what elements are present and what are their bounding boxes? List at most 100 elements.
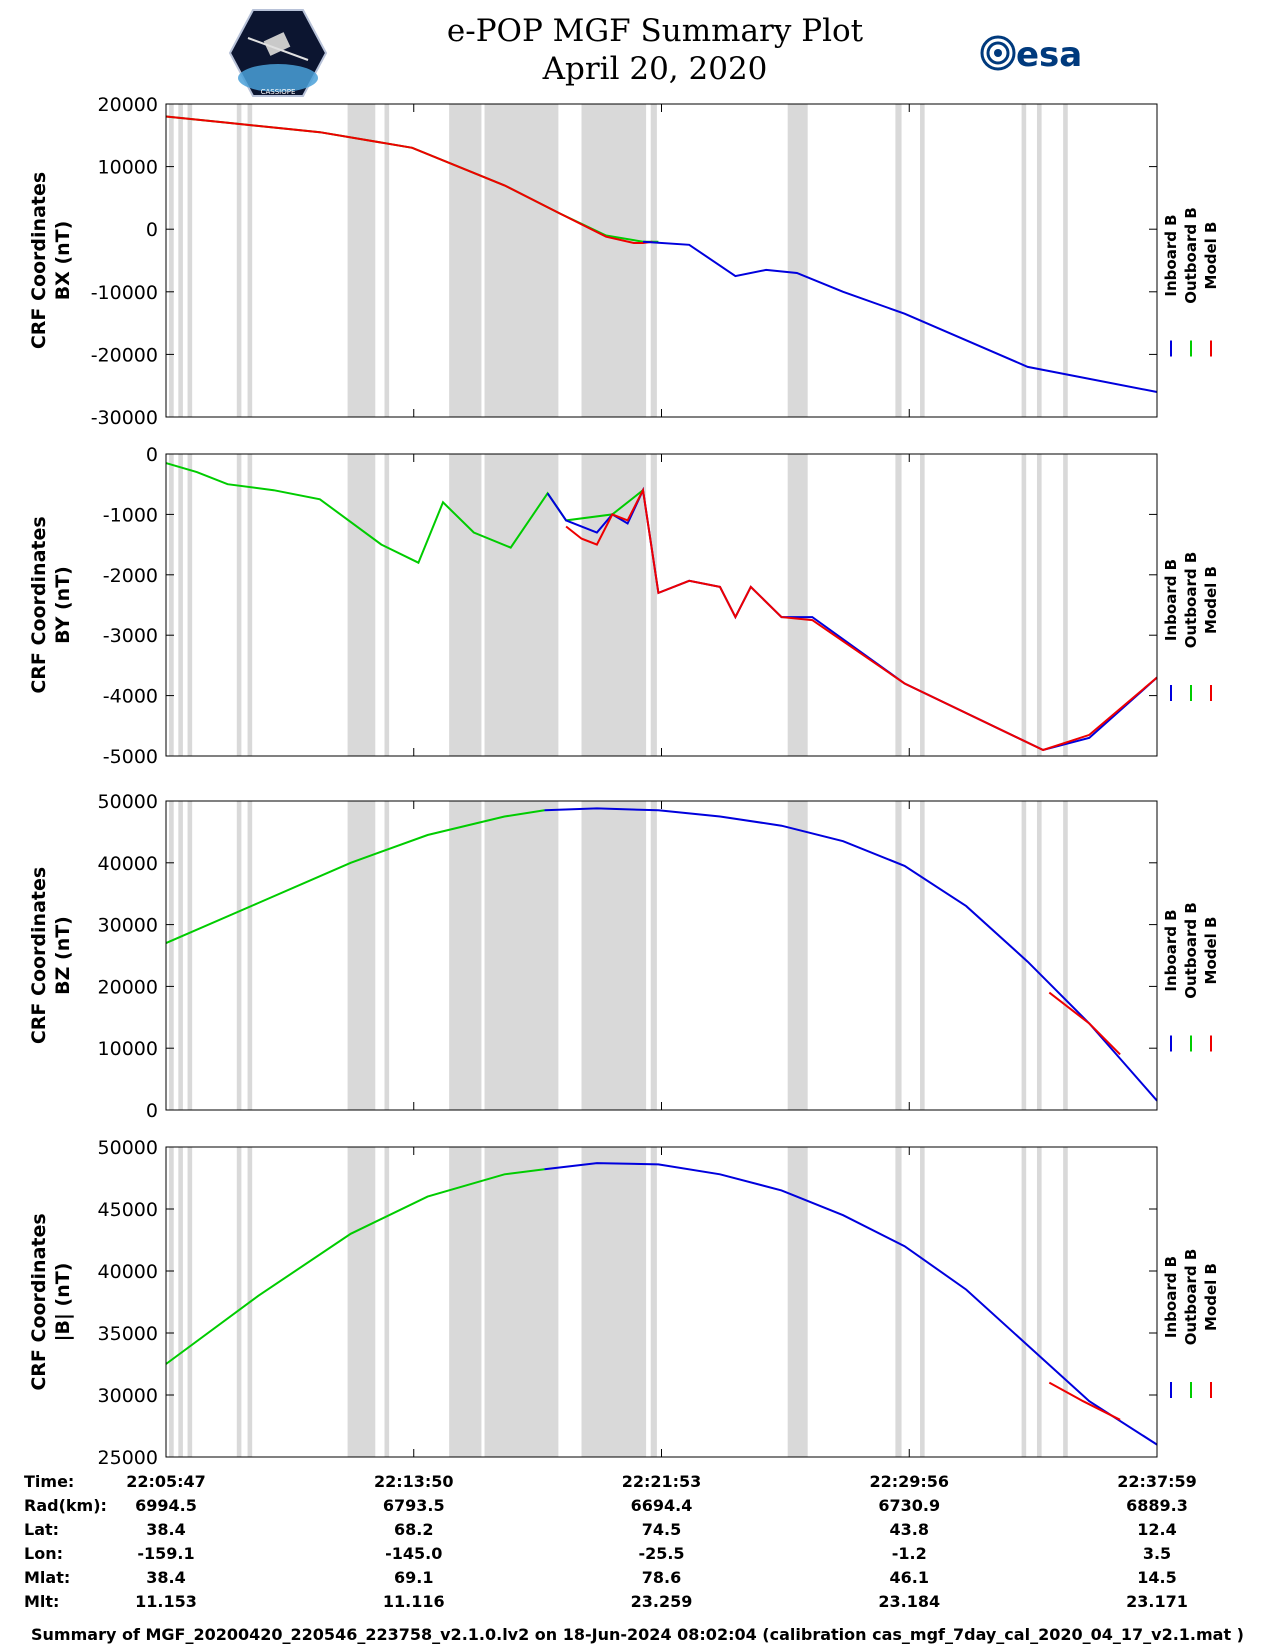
ephemeris-value: 3.5 xyxy=(1143,1544,1171,1563)
shaded-region xyxy=(187,454,193,756)
y-tick-label: 0 xyxy=(146,219,158,241)
legend-label: Inboard B xyxy=(1162,909,1180,991)
ephemeris-value: 22:13:50 xyxy=(374,1472,454,1491)
shaded-region xyxy=(650,104,657,417)
y-tick-label: 0 xyxy=(146,1100,158,1122)
esa-logo-icon: esa xyxy=(980,35,1082,75)
y-tick-label: -30000 xyxy=(91,407,158,429)
plot-frame xyxy=(165,453,1158,757)
plot-title: e-POP MGF Summary Plot April 20, 2020 xyxy=(380,12,930,88)
y-tick-label: -2000 xyxy=(103,565,158,587)
shaded-region xyxy=(449,104,482,417)
shaded-region xyxy=(787,454,808,756)
ephemeris-value: 6793.5 xyxy=(383,1496,445,1515)
shaded-region xyxy=(581,801,647,1110)
y-axis-title: CRF Coordinates xyxy=(28,867,50,1044)
ephemeris-label: Rad(km): xyxy=(24,1496,107,1515)
plot-frame xyxy=(165,1146,1158,1458)
ephemeris-value: 11.116 xyxy=(383,1592,445,1611)
shaded-region xyxy=(920,801,925,1110)
ephemeris-label: Mlt: xyxy=(24,1592,59,1611)
shaded-region xyxy=(650,1147,657,1457)
y-tick-label: 10000 xyxy=(98,1038,158,1060)
shaded-region xyxy=(247,454,253,756)
shaded-region xyxy=(178,1147,183,1457)
series-line-model-b xyxy=(1048,1381,1121,1421)
shaded-region xyxy=(1036,454,1042,756)
y-tick-label: -4000 xyxy=(103,686,158,708)
shaded-region xyxy=(895,1147,902,1457)
shaded-region xyxy=(787,801,808,1110)
panel-4: 50000 45000 40000 35000 30000 25000 CRF Coordi… xyxy=(28,1137,1220,1469)
shaded-region xyxy=(1021,1147,1027,1457)
legend-label: Inboard B xyxy=(1162,559,1180,641)
shaded-region xyxy=(787,1147,808,1457)
ephemeris-label: Lat: xyxy=(24,1520,59,1539)
series-line-outboard-b xyxy=(165,809,545,945)
ephemeris-value: 23.184 xyxy=(878,1592,940,1611)
series-line-outboard-b xyxy=(165,1168,545,1365)
shaded-region xyxy=(187,104,193,417)
shaded-region xyxy=(581,104,647,417)
shaded-region xyxy=(1021,104,1027,417)
y-tick-label: 20000 xyxy=(98,976,158,998)
ephemeris-value: 22:37:59 xyxy=(1117,1472,1197,1491)
shaded-region xyxy=(581,1147,647,1457)
ephemeris-value: 38.4 xyxy=(146,1520,185,1539)
shaded-region xyxy=(384,454,390,756)
shaded-region xyxy=(347,454,376,756)
ephemeris-value: 6694.4 xyxy=(631,1496,693,1515)
ephemeris-value: 11.153 xyxy=(135,1592,197,1611)
y-tick-label: -10000 xyxy=(91,282,158,304)
legend-label: Inboard B xyxy=(1162,214,1180,296)
y-tick-label: 20000 xyxy=(98,94,158,116)
series-line-inboard-b xyxy=(544,1162,1158,1446)
ephemeris-value: -25.5 xyxy=(638,1544,684,1563)
cassiope-logo-text: CASSIOPE xyxy=(261,88,296,96)
ephemeris-value: 74.5 xyxy=(642,1520,681,1539)
shaded-region xyxy=(347,104,376,417)
y-tick-label: 35000 xyxy=(98,1323,158,1345)
ephemeris-value: 68.2 xyxy=(394,1520,433,1539)
y-axis-title: CRF Coordinates xyxy=(28,1213,50,1390)
shaded-region xyxy=(178,801,183,1110)
shaded-region xyxy=(236,801,242,1110)
ephemeris-value: 22:29:56 xyxy=(869,1472,949,1491)
y-axis-title: |B| (nT) xyxy=(52,1263,74,1342)
shaded-region xyxy=(484,454,559,756)
shaded-region xyxy=(347,801,376,1110)
ephemeris-value: 22:21:53 xyxy=(622,1472,702,1491)
shaded-region xyxy=(895,801,902,1110)
shaded-region xyxy=(484,1147,559,1457)
shaded-region xyxy=(178,104,183,417)
shaded-region xyxy=(1036,1147,1042,1457)
y-tick-label: 45000 xyxy=(98,1199,158,1221)
shaded-region xyxy=(581,454,647,756)
panel-2: 0 -1000 -2000 -3000 -4000 -5000 CRF Coordinate… xyxy=(28,444,1220,768)
ephemeris-value: -159.1 xyxy=(137,1544,194,1563)
legend-label: Model B xyxy=(1202,566,1220,634)
y-tick-label: -3000 xyxy=(103,625,158,647)
y-axis-title: BX (nT) xyxy=(52,221,74,301)
panel-3: 50000 40000 30000 20000 10000 0 CRF Coordinate… xyxy=(28,791,1220,1122)
ephemeris-value: 14.5 xyxy=(1137,1568,1176,1587)
series-line-inboard-b xyxy=(544,807,1158,1102)
plot-frame xyxy=(165,800,1158,1111)
ephemeris-value: 23.259 xyxy=(631,1592,693,1611)
footer-caption: Summary of MGF_20200420_220546_223758_v2… xyxy=(31,1625,1244,1644)
ephemeris-label: Time: xyxy=(24,1472,74,1491)
y-tick-label: 10000 xyxy=(98,157,158,179)
y-axis-title: BZ (nT) xyxy=(52,916,74,995)
legend-label: Model B xyxy=(1202,1263,1220,1331)
y-tick-label: -1000 xyxy=(103,504,158,526)
y-tick-label: 50000 xyxy=(98,1137,158,1159)
y-tick-label: -5000 xyxy=(103,746,158,768)
ephemeris-value: 12.4 xyxy=(1137,1520,1176,1539)
series-line-model-b xyxy=(165,115,653,244)
legend-label: Model B xyxy=(1202,917,1220,985)
shaded-region xyxy=(169,454,174,756)
series-line-inboard-b xyxy=(642,240,1158,393)
shaded-region xyxy=(1063,801,1068,1110)
shaded-region xyxy=(1021,801,1027,1110)
shaded-region xyxy=(650,454,657,756)
